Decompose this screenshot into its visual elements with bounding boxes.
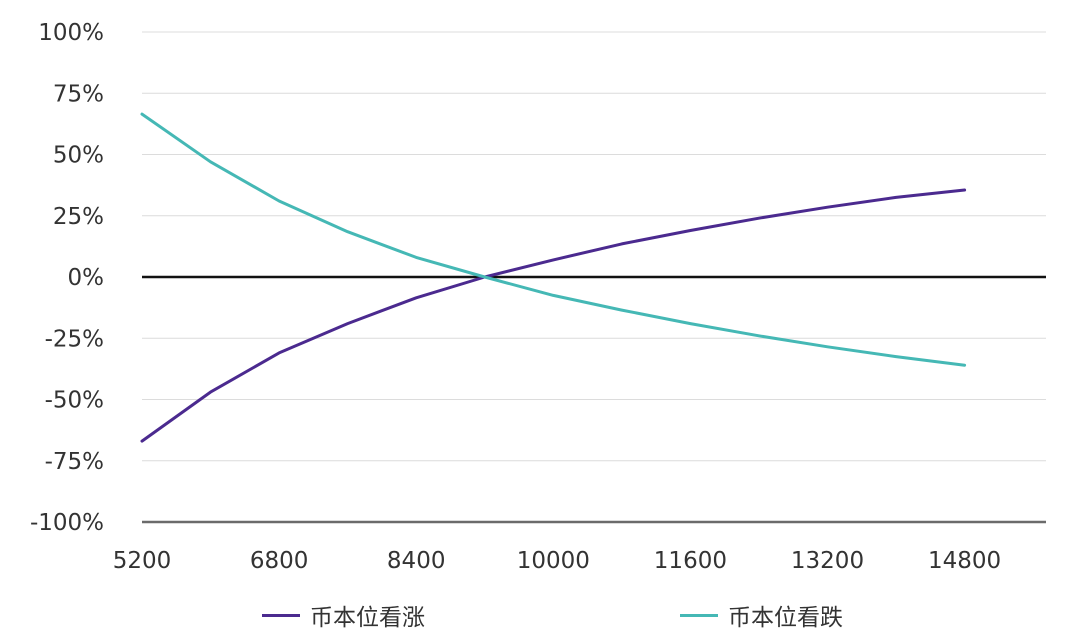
y-tick-label: 25% [53, 204, 104, 230]
y-tick-label: 75% [53, 81, 104, 107]
y-tick-label: -50% [45, 388, 104, 414]
legend-label-call: 币本位看涨 [310, 605, 425, 631]
grid-lines [142, 31, 1046, 462]
series-lines [140, 112, 967, 443]
x-tick-label: 10000 [517, 548, 590, 574]
axes [142, 275, 1046, 524]
legend-label-put: 币本位看跌 [728, 605, 843, 631]
y-tick-label: -100% [30, 510, 104, 536]
series-line-0 [140, 188, 967, 443]
x-tick-label: 8400 [387, 548, 446, 574]
legend-item-put: 币本位看跌 [680, 598, 843, 632]
series-line-1 [140, 112, 967, 367]
x-tick-label: 11600 [654, 548, 727, 574]
y-tick-label: 0% [68, 265, 105, 291]
x-tick-label: 14800 [928, 548, 1001, 574]
legend-swatch-call [262, 613, 300, 617]
x-axis-tick-labels: 5200 6800 8400 10000 11600 13200 14800 [113, 548, 1001, 574]
y-tick-label: 100% [38, 20, 104, 46]
y-tick-label: -75% [45, 449, 104, 475]
x-tick-label: 6800 [250, 548, 309, 574]
y-tick-label: 50% [53, 143, 104, 169]
legend-item-call: 币本位看涨 [262, 598, 425, 632]
x-tick-label: 13200 [791, 548, 864, 574]
legend-swatch-put [680, 613, 718, 617]
chart-legend: 币本位看涨 币本位看跌 [0, 598, 1090, 632]
y-tick-label: -25% [45, 326, 104, 352]
x-tick-label: 5200 [113, 548, 172, 574]
y-axis-tick-labels: 100% 75% 50% 25% 0% -25% -50% -75% -100% [30, 20, 104, 536]
